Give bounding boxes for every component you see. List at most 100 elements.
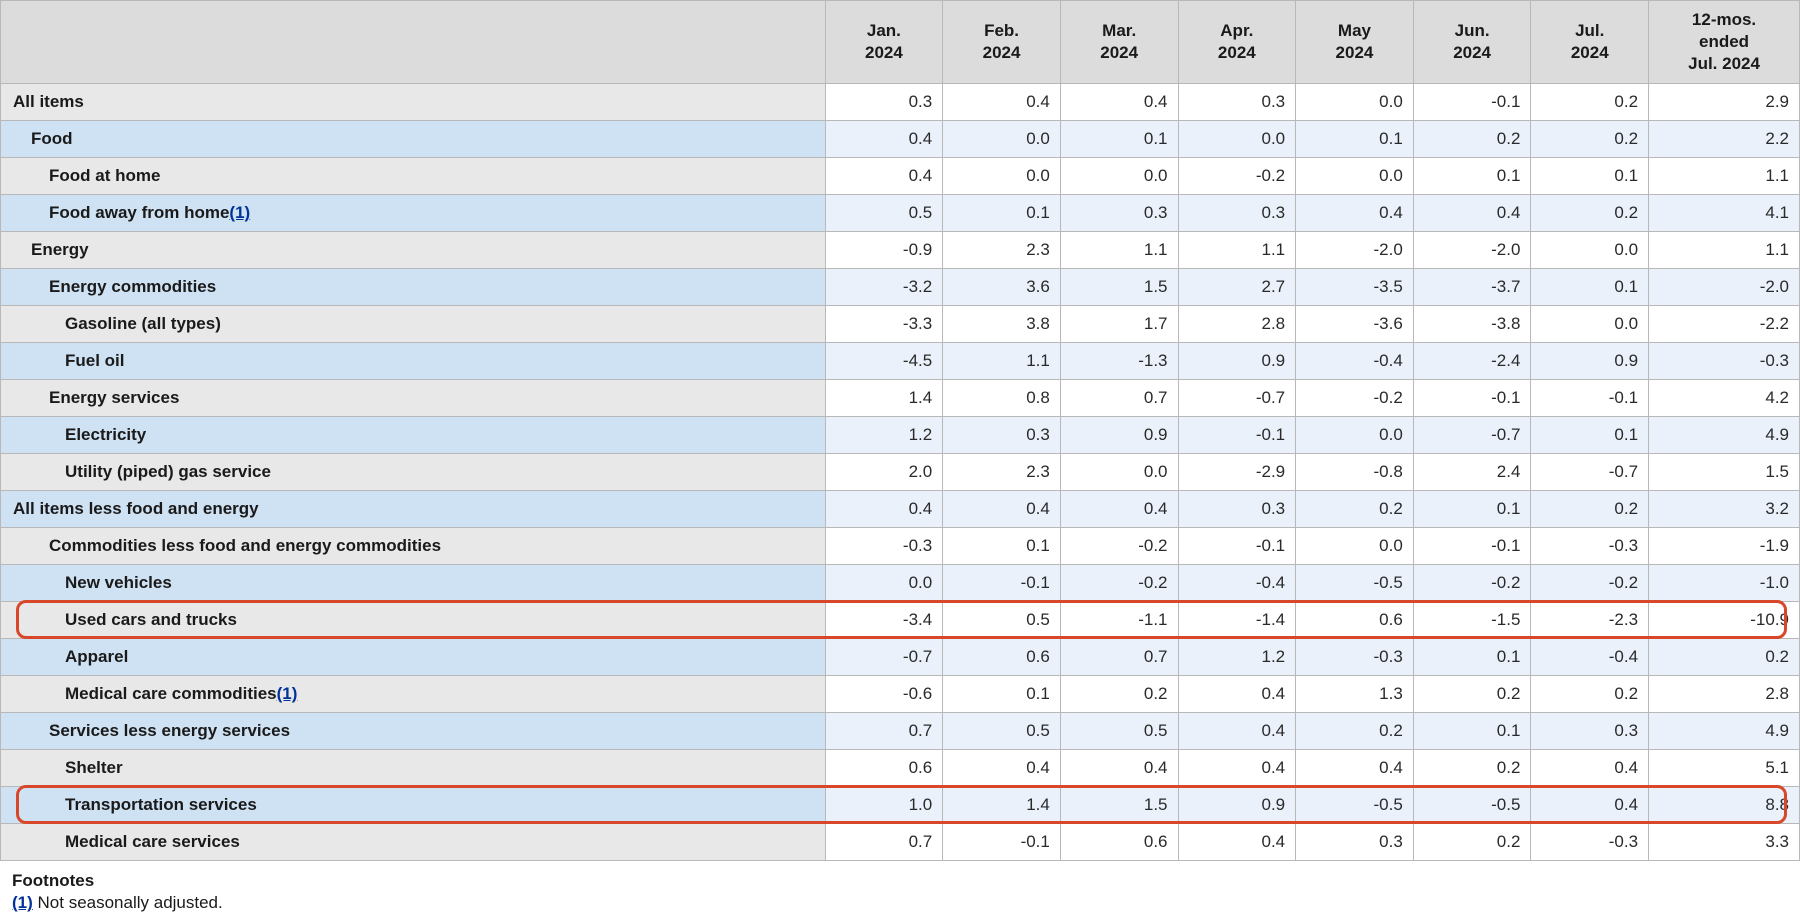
- cell-value: 0.0: [943, 158, 1061, 195]
- row-label: New vehicles: [1, 565, 826, 602]
- cell-value: -0.2: [1413, 565, 1531, 602]
- header-label-col: [1, 1, 826, 84]
- cell-value: -0.3: [1649, 343, 1800, 380]
- cell-value: 0.0: [1060, 454, 1178, 491]
- cell-value: 0.2: [1296, 713, 1414, 750]
- cell-value: 0.4: [1178, 824, 1296, 861]
- cell-value: -3.4: [825, 602, 943, 639]
- cell-value: 2.2: [1649, 121, 1800, 158]
- cell-value: -0.7: [825, 639, 943, 676]
- cell-value: -0.3: [825, 528, 943, 565]
- cell-value: -0.8: [1296, 454, 1414, 491]
- cell-value: 0.3: [1178, 84, 1296, 121]
- cell-value: 0.3: [1178, 195, 1296, 232]
- cell-value: -3.2: [825, 269, 943, 306]
- cell-value: -2.9: [1178, 454, 1296, 491]
- footnote-link[interactable]: (1): [229, 203, 250, 222]
- cell-value: 0.4: [825, 491, 943, 528]
- cell-value: 0.0: [825, 565, 943, 602]
- cell-value: 0.2: [1531, 84, 1649, 121]
- header-may: May2024: [1296, 1, 1414, 84]
- cell-value: 0.4: [825, 158, 943, 195]
- cell-value: -0.2: [1060, 565, 1178, 602]
- cell-value: 8.8: [1649, 787, 1800, 824]
- cell-value: 0.2: [1531, 195, 1649, 232]
- table-row: Food away from home(1)0.50.10.30.30.40.4…: [1, 195, 1800, 232]
- cell-value: -0.7: [1531, 454, 1649, 491]
- cpi-table-container: Jan.2024 Feb.2024 Mar.2024 Apr.2024 May2…: [0, 0, 1800, 861]
- row-label: Apparel: [1, 639, 826, 676]
- cell-value: 0.5: [943, 713, 1061, 750]
- cell-value: 0.6: [943, 639, 1061, 676]
- cell-value: 0.5: [1060, 713, 1178, 750]
- cell-value: 0.4: [1178, 676, 1296, 713]
- table-row: Energy-0.92.31.11.1-2.0-2.00.01.1: [1, 232, 1800, 269]
- cell-value: -2.0: [1649, 269, 1800, 306]
- cell-value: 0.0: [1296, 84, 1414, 121]
- cell-value: 1.3: [1296, 676, 1414, 713]
- cell-value: 2.3: [943, 232, 1061, 269]
- table-row: Electricity1.20.30.9-0.10.0-0.70.14.9: [1, 417, 1800, 454]
- cell-value: -0.3: [1296, 639, 1414, 676]
- cell-value: 0.4: [943, 84, 1061, 121]
- table-row: Food at home0.40.00.0-0.20.00.10.11.1: [1, 158, 1800, 195]
- cell-value: -0.1: [1178, 417, 1296, 454]
- cell-value: 0.7: [1060, 380, 1178, 417]
- cell-value: 3.8: [943, 306, 1061, 343]
- cell-value: -0.9: [825, 232, 943, 269]
- cell-value: -2.4: [1413, 343, 1531, 380]
- cell-value: 0.2: [1413, 676, 1531, 713]
- cell-value: 0.0: [1531, 232, 1649, 269]
- cell-value: 2.9: [1649, 84, 1800, 121]
- cell-value: -0.4: [1296, 343, 1414, 380]
- cell-value: -2.0: [1296, 232, 1414, 269]
- cell-value: 0.9: [1060, 417, 1178, 454]
- row-label: Fuel oil: [1, 343, 826, 380]
- row-label: Shelter: [1, 750, 826, 787]
- cell-value: 1.0: [825, 787, 943, 824]
- cell-value: 0.3: [1060, 195, 1178, 232]
- row-label: All items: [1, 84, 826, 121]
- header-apr: Apr.2024: [1178, 1, 1296, 84]
- table-row: Energy commodities-3.23.61.52.7-3.5-3.70…: [1, 269, 1800, 306]
- cell-value: 0.3: [1178, 491, 1296, 528]
- footnote-1: (1) Not seasonally adjusted.: [12, 893, 1788, 913]
- cell-value: 1.1: [943, 343, 1061, 380]
- cell-value: -0.1: [943, 824, 1061, 861]
- cell-value: 0.3: [825, 84, 943, 121]
- cell-value: 3.3: [1649, 824, 1800, 861]
- cell-value: 0.4: [1060, 491, 1178, 528]
- cell-value: -1.4: [1178, 602, 1296, 639]
- cell-value: 1.4: [825, 380, 943, 417]
- cell-value: 0.9: [1178, 787, 1296, 824]
- cell-value: 0.1: [1531, 158, 1649, 195]
- header-jul: Jul.2024: [1531, 1, 1649, 84]
- cell-value: -4.5: [825, 343, 943, 380]
- table-row: Transportation services1.01.41.50.9-0.5-…: [1, 787, 1800, 824]
- cell-value: -0.2: [1296, 380, 1414, 417]
- cell-value: -0.6: [825, 676, 943, 713]
- cell-value: -0.1: [1413, 84, 1531, 121]
- table-header: Jan.2024 Feb.2024 Mar.2024 Apr.2024 May2…: [1, 1, 1800, 84]
- cell-value: -3.7: [1413, 269, 1531, 306]
- table-row: All items0.30.40.40.30.0-0.10.22.9: [1, 84, 1800, 121]
- table-row: Medical care services0.7-0.10.60.40.30.2…: [1, 824, 1800, 861]
- cell-value: -0.1: [1531, 380, 1649, 417]
- row-label: Services less energy services: [1, 713, 826, 750]
- cell-value: 0.2: [1531, 121, 1649, 158]
- cell-value: -0.1: [1413, 528, 1531, 565]
- cell-value: 1.7: [1060, 306, 1178, 343]
- cell-value: 0.1: [1413, 491, 1531, 528]
- cell-value: 0.3: [943, 417, 1061, 454]
- table-row: Gasoline (all types)-3.33.81.72.8-3.6-3.…: [1, 306, 1800, 343]
- cell-value: 1.2: [825, 417, 943, 454]
- table-row: Medical care commodities(1)-0.60.10.20.4…: [1, 676, 1800, 713]
- cell-value: 0.1: [943, 195, 1061, 232]
- cell-value: 0.4: [1060, 84, 1178, 121]
- footnote-1-marker[interactable]: (1): [12, 893, 33, 912]
- table-row: Utility (piped) gas service2.02.30.0-2.9…: [1, 454, 1800, 491]
- cell-value: 0.4: [1531, 787, 1649, 824]
- row-label: Food: [1, 121, 826, 158]
- footnote-link[interactable]: (1): [277, 684, 298, 703]
- header-jun: Jun.2024: [1413, 1, 1531, 84]
